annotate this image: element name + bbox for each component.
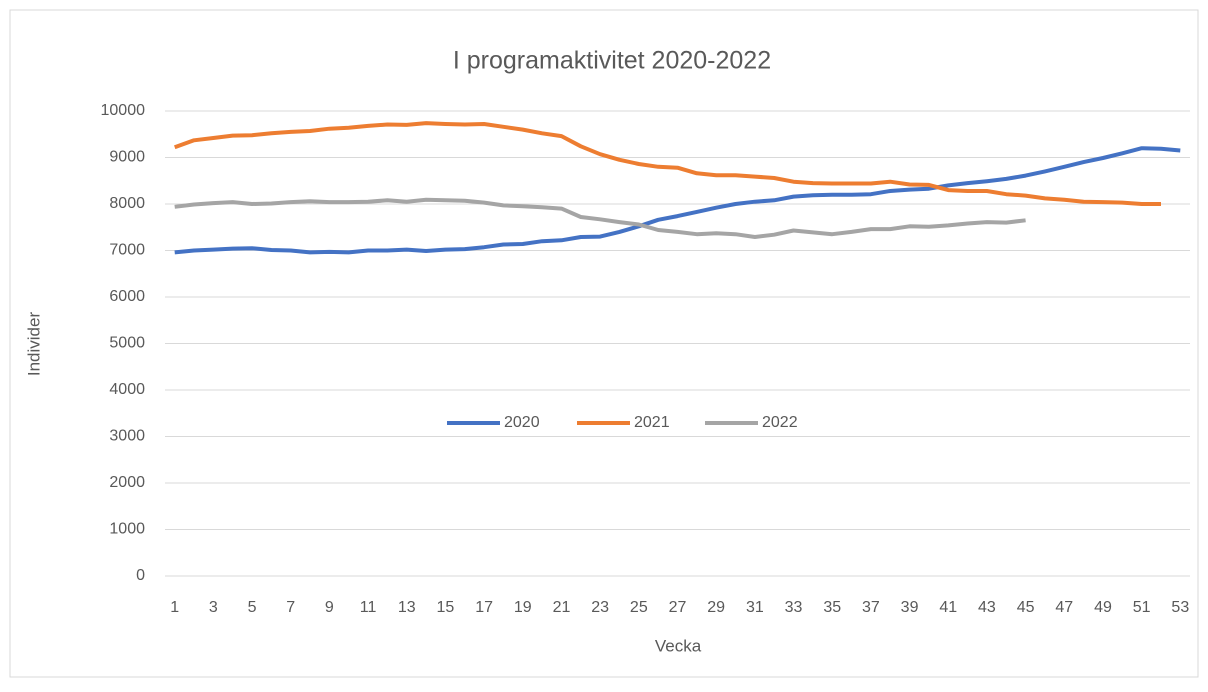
x-tick-label: 19	[514, 599, 532, 616]
y-axis-label: Individer	[24, 312, 43, 377]
x-tick-label: 11	[360, 599, 377, 616]
y-tick-label: 6000	[109, 288, 145, 305]
x-tick-label: 23	[591, 599, 609, 616]
x-tick-label: 5	[248, 599, 257, 616]
x-tick-label: 27	[669, 599, 687, 616]
y-tick-label: 8000	[109, 195, 145, 212]
x-tick-label: 3	[209, 599, 218, 616]
x-tick-label: 21	[553, 599, 571, 616]
y-tick-label: 0	[136, 567, 145, 584]
series-line	[174, 197, 1026, 239]
y-tick-label: 4000	[109, 381, 145, 398]
legend-label: 2021	[634, 414, 670, 431]
x-tick-label: 7	[286, 599, 295, 616]
x-tick-label: 49	[1094, 599, 1112, 616]
y-tick-label: 7000	[109, 242, 145, 259]
x-tick-label: 35	[823, 599, 841, 616]
y-tick-label: 5000	[109, 335, 145, 352]
x-tick-label: 15	[437, 599, 455, 616]
x-tick-label: 51	[1133, 599, 1151, 616]
x-tick-label: 33	[785, 599, 803, 616]
x-tick-label: 37	[862, 599, 880, 616]
x-tick-label: 29	[707, 599, 725, 616]
x-axis-label: Vecka	[655, 636, 702, 655]
x-tick-label: 1	[170, 599, 179, 616]
series-line	[174, 146, 1181, 255]
x-tick-label: 53	[1171, 599, 1189, 616]
x-tick-label: 41	[939, 599, 957, 616]
x-tick-label: 47	[1055, 599, 1073, 616]
chart-title: I programaktivitet 2020-2022	[453, 47, 771, 75]
y-tick-label: 1000	[109, 521, 145, 538]
legend-label: 2022	[762, 414, 798, 431]
x-tick-label: 9	[325, 599, 334, 616]
x-tick-label: 45	[1017, 599, 1035, 616]
x-tick-label: 39	[901, 599, 919, 616]
y-tick-label: 10000	[101, 102, 146, 119]
x-tick-label: 13	[398, 599, 416, 616]
x-tick-label: 25	[630, 599, 648, 616]
y-tick-label: 2000	[109, 474, 145, 491]
x-tick-label: 17	[475, 599, 493, 616]
series-line	[174, 121, 1161, 206]
x-tick-label: 31	[746, 599, 764, 616]
legend-label: 2020	[504, 414, 540, 431]
y-tick-label: 9000	[109, 149, 145, 166]
y-tick-label: 3000	[109, 428, 145, 445]
x-tick-label: 43	[978, 599, 996, 616]
